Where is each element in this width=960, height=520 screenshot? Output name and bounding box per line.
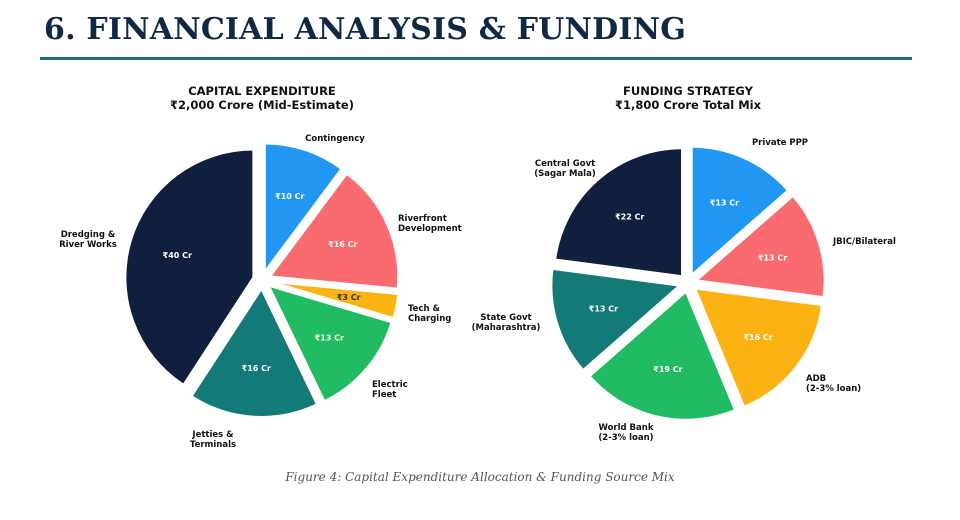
chart-subtitle: ₹1,800 Crore Total Mix (615, 98, 762, 112)
pie-slice (124, 148, 255, 387)
pie-slice (693, 287, 824, 409)
slice-category-label: World Bank (2-3% loan) (598, 423, 653, 443)
chart-title: CAPITAL EXPENDITURE (188, 84, 336, 98)
pie-slice (550, 267, 682, 372)
slice-category-label: Central Govt (Sagar Mala) (534, 159, 596, 179)
chart-subtitle: ₹2,000 Crore (Mid-Estimate) (170, 98, 354, 112)
slice-category-label: ADB (2-3% loan) (806, 374, 861, 394)
slice-category-label: Contingency (305, 134, 365, 144)
slice-value-label: ₹13 Cr (315, 333, 344, 342)
pie-slice (268, 172, 400, 290)
slice-category-label: State Govt (Maharashtra) (472, 313, 541, 333)
slice-value-label: ₹19 Cr (653, 365, 682, 374)
slice-value-label: ₹3 Cr (337, 293, 361, 302)
slice-category-label: Private PPP (752, 138, 808, 148)
slice-value-label: ₹22 Cr (615, 213, 644, 222)
slice-category-label: Dredging & River Works (59, 230, 117, 250)
title-divider (40, 57, 912, 60)
slice-value-label: ₹10 Cr (275, 192, 304, 201)
pie-slice (554, 147, 684, 278)
pie-slice (270, 280, 400, 320)
pie-slice (190, 286, 319, 418)
slice-value-label: ₹13 Cr (589, 305, 618, 314)
pie-chart-2: FUNDING STRATEGY₹1,800 Crore Total Mix ₹1… (472, 84, 896, 443)
pie-chart-1: CAPITAL EXPENDITURE₹2,000 Crore (Mid-Est… (59, 84, 462, 450)
slice-value-label: ₹16 Cr (743, 333, 772, 342)
pie-slice (263, 142, 343, 275)
slice-category-label: Electric Fleet (372, 380, 408, 400)
slice-category-label: Tech & Charging (408, 304, 451, 324)
slice-category-label: Jetties & Terminals (190, 430, 236, 450)
slice-value-label: ₹16 Cr (242, 364, 271, 373)
slice-category-label: Riverfront Development (398, 214, 462, 234)
pie-slice (694, 194, 826, 299)
pie-slice (266, 284, 393, 403)
pie-slice (690, 145, 790, 278)
figure-caption: Figure 4: Capital Expenditure Allocation… (285, 470, 675, 484)
slice-value-label: ₹40 Cr (163, 251, 192, 260)
section-title: 6. FINANCIAL ANALYSIS & FUNDING (44, 12, 687, 47)
slice-category-label: JBIC/Bilateral (832, 237, 896, 247)
slice-value-label: ₹13 Cr (758, 253, 787, 262)
pie-slice (588, 290, 737, 421)
slice-value-label: ₹13 Cr (710, 199, 739, 208)
chart-title: FUNDING STRATEGY (623, 84, 754, 98)
slice-value-label: ₹16 Cr (328, 240, 357, 249)
